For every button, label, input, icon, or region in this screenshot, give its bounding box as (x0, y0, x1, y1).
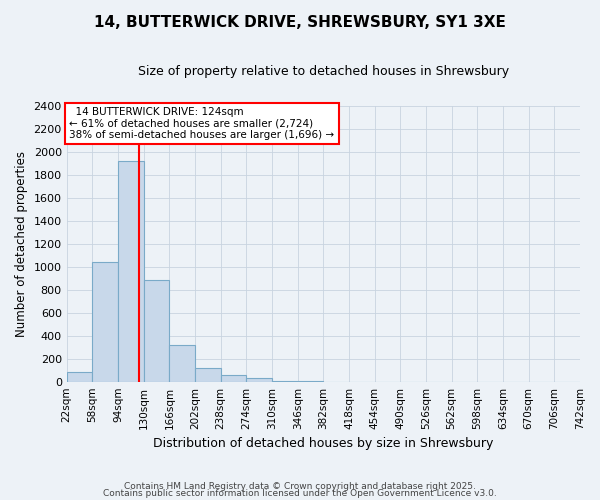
Y-axis label: Number of detached properties: Number of detached properties (15, 150, 28, 336)
Title: Size of property relative to detached houses in Shrewsbury: Size of property relative to detached ho… (138, 65, 509, 78)
Bar (92, 262, 118, 382)
Bar (118, 161, 143, 382)
Bar (247, 378, 272, 382)
Bar (67, 372, 92, 382)
Text: Contains HM Land Registry data © Crown copyright and database right 2025.: Contains HM Land Registry data © Crown c… (124, 482, 476, 491)
Bar (272, 380, 298, 382)
Text: 14 BUTTERWICK DRIVE: 124sqm
← 61% of detached houses are smaller (2,724)
38% of : 14 BUTTERWICK DRIVE: 124sqm ← 61% of det… (69, 107, 334, 140)
Text: 14, BUTTERWICK DRIVE, SHREWSBURY, SY1 3XE: 14, BUTTERWICK DRIVE, SHREWSBURY, SY1 3X… (94, 15, 506, 30)
Bar (143, 280, 169, 382)
Text: Contains public sector information licensed under the Open Government Licence v3: Contains public sector information licen… (103, 489, 497, 498)
Bar (195, 368, 221, 382)
Bar (169, 345, 195, 382)
Bar (221, 376, 247, 382)
X-axis label: Distribution of detached houses by size in Shrewsbury: Distribution of detached houses by size … (153, 437, 494, 450)
